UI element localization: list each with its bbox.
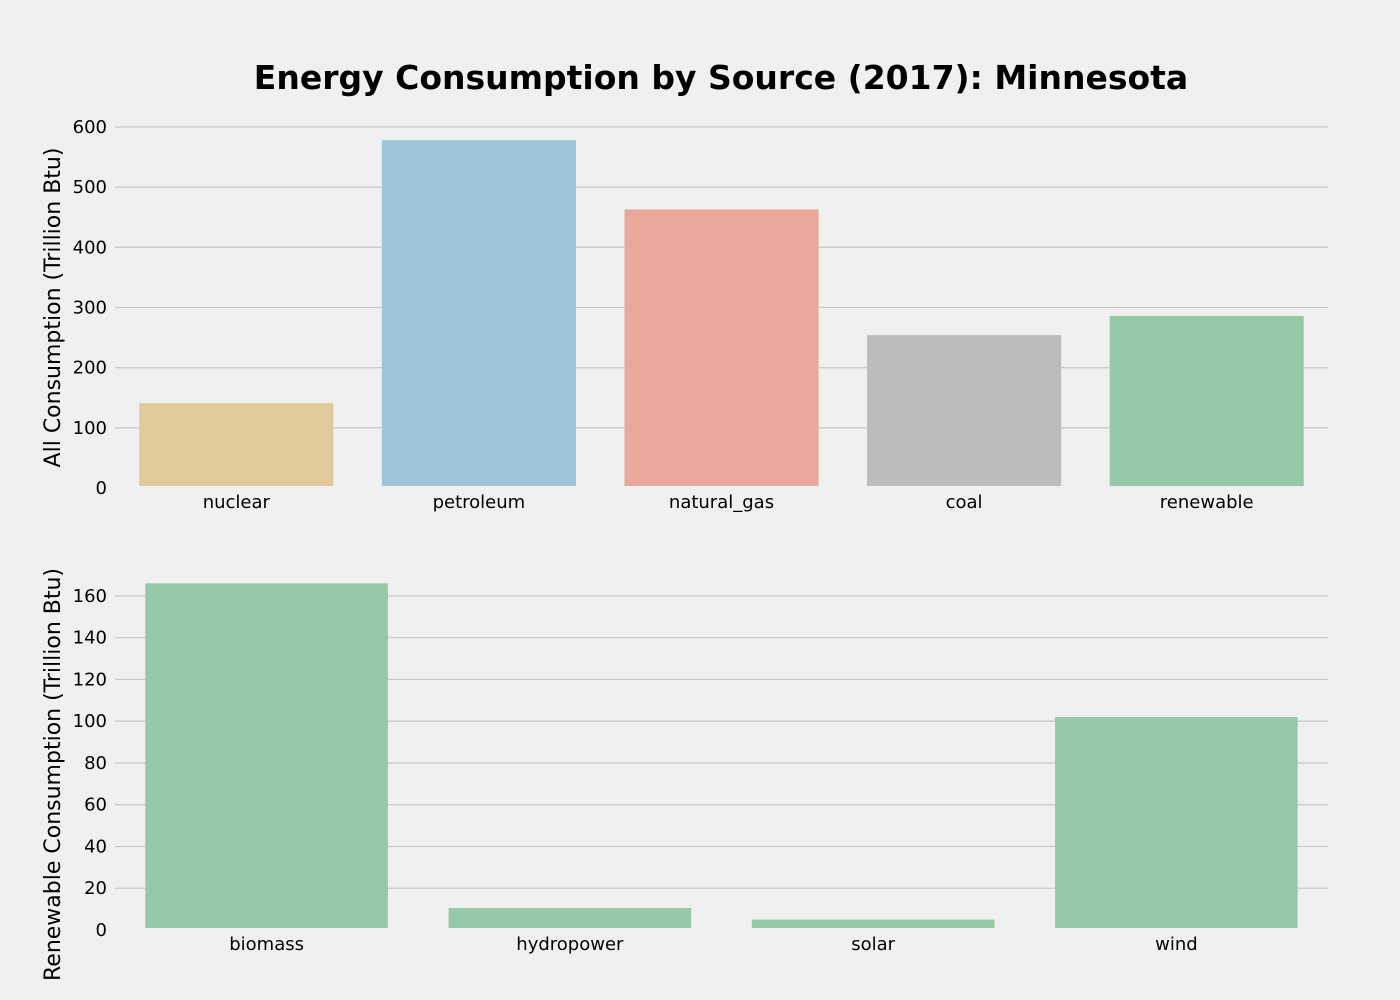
y-tick-label: 100 xyxy=(73,418,107,439)
y-tick-label: 60 xyxy=(84,795,107,816)
x-tick-label: wind xyxy=(1155,934,1198,955)
y-tick-label: 0 xyxy=(96,920,107,941)
x-tick-label: biomass xyxy=(229,934,304,955)
y-axis-label: Renewable Consumption (Trillion Btu) xyxy=(41,568,66,981)
x-tick-label: petroleum xyxy=(433,492,526,513)
y-tick-label: 100 xyxy=(73,711,107,732)
y-tick-label: 300 xyxy=(73,298,107,319)
x-tick-label: nuclear xyxy=(203,492,271,513)
bar-hydropower xyxy=(448,908,692,928)
y-tick-label: 20 xyxy=(84,878,107,899)
x-tick-label: natural_gas xyxy=(669,492,774,513)
bar-coal xyxy=(867,335,1062,486)
y-tick-label: 40 xyxy=(84,836,107,857)
y-tick-label: 160 xyxy=(73,586,107,607)
y-tick-label: 500 xyxy=(73,177,107,198)
y-tick-label: 0 xyxy=(96,478,107,499)
y-tick-label: 400 xyxy=(73,237,107,258)
x-tick-label: hydropower xyxy=(516,934,624,955)
x-tick-label: renewable xyxy=(1160,492,1254,513)
bar-petroleum xyxy=(381,140,576,486)
x-tick-label: coal xyxy=(946,492,983,513)
y-tick-label: 600 xyxy=(73,117,107,138)
chart-title: Energy Consumption by Source (2017): Min… xyxy=(253,58,1189,97)
y-tick-label: 80 xyxy=(84,753,107,774)
bar-natural_gas xyxy=(624,209,819,486)
y-tick-label: 140 xyxy=(73,628,107,649)
bar-wind xyxy=(1055,717,1298,928)
bar-solar xyxy=(751,919,995,928)
bar-biomass xyxy=(145,583,388,928)
y-tick-label: 200 xyxy=(73,358,107,379)
x-tick-label: solar xyxy=(851,934,895,955)
y-tick-label: 120 xyxy=(73,669,107,690)
bar-nuclear xyxy=(139,403,334,486)
y-axis-label: All Consumption (Trillion Btu) xyxy=(41,148,66,468)
bar-renewable xyxy=(1109,315,1304,486)
